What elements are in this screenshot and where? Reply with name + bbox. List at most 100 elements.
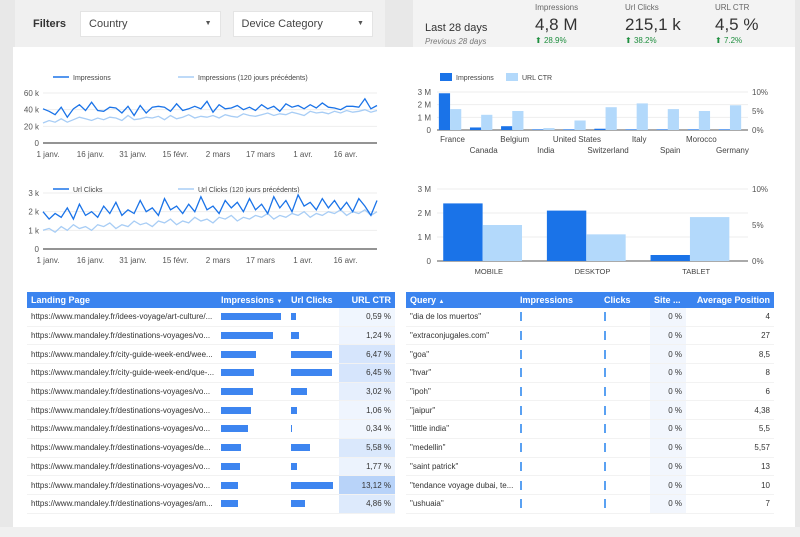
impressions-cell (516, 424, 600, 434)
average-position-cell: 7 (765, 499, 770, 509)
col-url-clicks[interactable]: Url Clicks (291, 295, 333, 305)
impressions-cell (217, 388, 287, 396)
clicks-cell (600, 424, 650, 434)
bar-impressions (501, 126, 513, 130)
bar-url-ctr (574, 120, 586, 130)
country-dropdown-label: Country (89, 17, 128, 30)
table-row[interactable]: "ushuaia" 0 % 7 (406, 494, 774, 514)
table-row[interactable]: https://www.mandaley.fr/city-guide-week-… (27, 364, 395, 383)
site-ctr-cell: 0 % (650, 364, 686, 382)
table-row[interactable]: "goa" 0 % 8,5 (406, 345, 774, 365)
table-row[interactable]: https://www.mandaley.fr/destinations-voy… (27, 326, 395, 346)
kpi-value: 4,5 % (715, 15, 759, 34)
query-cell: "little india" (410, 424, 450, 434)
series-line (42, 109, 378, 124)
impressions-cell (217, 462, 287, 470)
impressions-bar (520, 480, 522, 490)
table-row[interactable]: https://www.mandaley.fr/city-guide-week-… (27, 345, 395, 365)
col-clicks[interactable]: Clicks (604, 295, 631, 305)
table-row[interactable]: https://www.mandaley.fr/destinations-voy… (27, 476, 395, 495)
x-tick-label: Spain (660, 146, 680, 155)
bar-impressions (718, 129, 730, 130)
col-landing-page[interactable]: Landing Page (31, 295, 91, 305)
clicks-cell (600, 331, 650, 341)
clicks-bar (604, 349, 606, 359)
col-impressions[interactable]: Impressions (520, 295, 574, 305)
impressions-bar (520, 461, 522, 471)
kpi-delta: ⬆ 7.2% (715, 36, 743, 45)
col-query[interactable]: Query ▲ (410, 295, 445, 305)
clicks-cell (600, 312, 650, 322)
impressions-cell (516, 387, 600, 397)
table-row[interactable]: "extraconjugales.com" 0 % 27 (406, 326, 774, 346)
query-table: Query ▲ Impressions Clicks Site ... Aver… (406, 292, 774, 514)
clicks-bar (291, 500, 305, 508)
kpi-impressions: Impressions 4,8 M ⬆ 28.9% (535, 3, 615, 45)
y-tick-label: 2 M (418, 101, 432, 110)
landing-page-cell: https://www.mandaley.fr/destinations-voy… (31, 461, 211, 471)
clicks-bar (604, 461, 606, 471)
col-average-position[interactable]: Average Position (696, 295, 770, 305)
table-row[interactable]: "little india" 0 % 5,5 (406, 420, 774, 439)
impressions-bar (520, 499, 522, 509)
bar-url-ctr (512, 111, 524, 130)
clicks-cell (600, 480, 650, 490)
impressions-line-chart: Impressions Impressions (120 jours précéd… (24, 75, 378, 159)
impressions-cell (217, 425, 287, 433)
site-ctr-cell: 0 % (650, 494, 686, 513)
table-row[interactable]: https://www.mandaley.fr/destinations-voy… (27, 494, 395, 514)
site-ctr-cell: 0 % (650, 308, 686, 326)
impressions-bar (520, 405, 522, 415)
kpi-title: Impressions (535, 3, 579, 12)
country-bar-chart: Impressions URL CTR 3 M 2 M 1 M 0 10% 5% 0% Franc… (418, 73, 768, 155)
footer-bar (0, 527, 800, 537)
table-row[interactable]: "saint patrick" 0 % 13 (406, 457, 774, 477)
impressions-bar (520, 387, 522, 397)
filters-bar: Filters Country ▼ Device Category ▼ (15, 0, 385, 47)
table-row[interactable]: "ipoh" 0 % 6 (406, 382, 774, 402)
col-site-ctr[interactable]: Site ... (654, 295, 681, 305)
site-ctr-cell: 0 % (650, 438, 686, 457)
site-ctr-cell: 0 % (650, 420, 686, 438)
bar-url-ctr (481, 114, 493, 130)
bar-impressions (438, 93, 451, 130)
table-row[interactable]: "dia de los muertos" 0 % 4 (406, 308, 774, 327)
url-clicks-cell (287, 350, 339, 358)
table-row[interactable]: "medellin" 0 % 5,57 (406, 438, 774, 458)
col-impressions[interactable]: Impressions ▼ (221, 295, 283, 305)
table-row[interactable]: https://www.mandaley.fr/destinations-voy… (27, 438, 395, 458)
table-row[interactable]: "tendance voyage dubai, te... 0 % 10 (406, 476, 774, 495)
device-dropdown[interactable]: Device Category ▼ (232, 10, 373, 37)
landing-page-cell: https://www.mandaley.fr/destinations-voy… (31, 499, 213, 509)
country-dropdown[interactable]: Country ▼ (80, 10, 221, 37)
clicks-bar (604, 499, 606, 509)
table-row[interactable]: https://www.mandaley.fr/destinations-voy… (27, 382, 395, 402)
landing-page-cell: https://www.mandaley.fr/idees-voyage/art… (31, 312, 213, 322)
table-row[interactable]: https://www.mandaley.fr/destinations-voy… (27, 457, 395, 477)
clicks-cell (600, 387, 650, 397)
kpi-title: Url Clicks (625, 3, 659, 12)
table-row[interactable]: "hvar" 0 % 8 (406, 364, 774, 383)
table-row[interactable]: https://www.mandaley.fr/idees-voyage/art… (27, 308, 395, 327)
x-tick-label: 16 janv. (77, 150, 104, 159)
table-row[interactable]: https://www.mandaley.fr/destinations-voy… (27, 420, 395, 439)
impressions-cell (217, 332, 287, 340)
x-tick-label: 16 avr. (333, 150, 357, 159)
col-url-ctr[interactable]: URL CTR (351, 295, 391, 305)
table-row[interactable]: https://www.mandaley.fr/destinations-voy… (27, 401, 395, 421)
clicks-cell (600, 443, 650, 453)
kpi-url-ctr: URL CTR 4,5 % ⬆ 7.2% (715, 3, 795, 45)
clicks-bar (291, 406, 297, 414)
clicks-bar (604, 312, 606, 322)
clicks-cell (600, 368, 650, 378)
average-position-cell: 13 (761, 461, 770, 471)
table-row[interactable]: "jaipur" 0 % 4,38 (406, 401, 774, 421)
clicks-bar (604, 405, 606, 415)
query-cell: "ushuaia" (410, 499, 444, 509)
x-tick-label: 2 mars (206, 256, 230, 265)
impressions-cell (516, 312, 600, 322)
url-clicks-cell (287, 462, 339, 470)
impressions-cell (516, 443, 600, 453)
url-clicks-cell (287, 313, 339, 321)
impressions-cell (516, 405, 600, 415)
